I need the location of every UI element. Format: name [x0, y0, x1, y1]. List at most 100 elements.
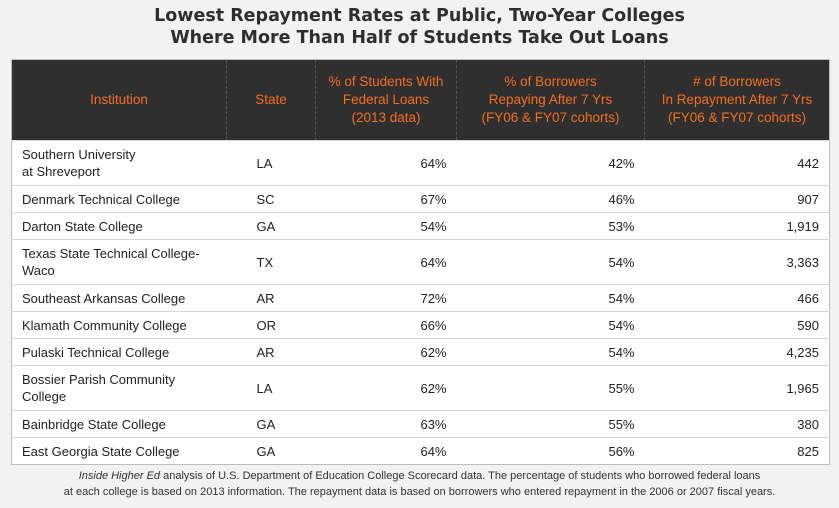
table-row: Bainbridge State College GA 63% 55% 380	[11, 410, 830, 438]
cell-institution: Bossier Parish Community College	[11, 365, 227, 411]
cell-num-borrowers: 590	[644, 311, 830, 339]
cell-pct-repaying: 42%	[456, 140, 645, 186]
institution-name-line: Darton State College	[22, 218, 143, 234]
header-institution-label: Institution	[90, 92, 148, 107]
cell-institution: Bainbridge State College	[11, 410, 227, 438]
cell-state: AR	[226, 338, 316, 366]
header-pct-repaying: % of Borrowers Repaying After 7 Yrs (FY0…	[456, 59, 645, 141]
cell-num-borrowers: 1,919	[644, 212, 830, 240]
cell-institution: Southeast Arkansas College	[11, 284, 227, 312]
header-pct-repaying-line: (FY06 & FY07 cohorts)	[481, 110, 620, 125]
footnote: Inside Higher Ed analysis of U.S. Depart…	[0, 468, 839, 500]
footnote-source: Inside Higher Ed	[78, 470, 161, 482]
table-row: East Georgia State College GA 64% 56% 825	[11, 437, 830, 465]
cell-pct-loans: 64%	[315, 239, 457, 285]
chart-title: Lowest Repayment Rates at Public, Two-Ye…	[0, 5, 839, 49]
cell-state: LA	[226, 140, 316, 186]
header-state: State	[226, 59, 316, 141]
institution-name-line: Southern University	[22, 147, 136, 162]
cell-institution: Texas State Technical College- Waco	[11, 239, 227, 285]
table-row: Southern University at Shreveport LA 64% 42%…	[11, 140, 830, 186]
cell-num-borrowers: 380	[644, 410, 830, 438]
cell-state: OR	[226, 311, 316, 339]
cell-institution: East Georgia State College	[11, 437, 227, 465]
table-row: Pulaski Technical College AR 62% 54% 4,235	[11, 338, 830, 366]
table-row: Texas State Technical College- Waco TX 64% 5…	[11, 239, 830, 285]
cell-pct-repaying: 54%	[456, 284, 645, 312]
cell-num-borrowers: 1,965	[644, 365, 830, 411]
cell-state: SC	[226, 185, 316, 213]
cell-institution: Pulaski Technical College	[11, 338, 227, 366]
cell-pct-repaying: 54%	[456, 311, 645, 339]
header-pct-repaying-line: % of Borrowers	[504, 74, 597, 89]
cell-institution: Southern University at Shreveport	[11, 140, 227, 186]
institution-name-line: East Georgia State College	[22, 443, 180, 459]
repayment-table: Institution State % of Students With Fed…	[11, 59, 830, 465]
cell-pct-repaying: 53%	[456, 212, 645, 240]
footnote-line-2: at each college is based on 2013 informa…	[63, 486, 776, 498]
title-line-2: Where More Than Half of Students Take Ou…	[170, 28, 669, 48]
cell-pct-loans: 66%	[315, 311, 457, 339]
cell-num-borrowers: 442	[644, 140, 830, 186]
cell-num-borrowers: 907	[644, 185, 830, 213]
institution-name-line: Southeast Arkansas College	[22, 290, 186, 306]
institution-name-line: Waco	[22, 263, 55, 278]
cell-state: AR	[226, 284, 316, 312]
header-num-borrowers-line: (FY06 & FY07 cohorts)	[667, 110, 807, 125]
footnote-line-1: Inside Higher Ed analysis of U.S. Depart…	[0, 468, 839, 484]
footnote-line-1-text: analysis of U.S. Department of Education…	[160, 470, 761, 482]
cell-state: GA	[226, 437, 316, 465]
cell-num-borrowers: 3,363	[644, 239, 830, 285]
table-row: Denmark Technical College SC 67% 46% 907	[11, 185, 830, 213]
cell-pct-loans: 63%	[315, 410, 457, 438]
cell-pct-loans: 67%	[315, 185, 457, 213]
cell-state: GA	[226, 212, 316, 240]
header-num-borrowers: # of Borrowers In Repayment After 7 Yrs …	[644, 59, 830, 141]
cell-pct-loans: 64%	[315, 437, 457, 465]
table-body: Southern University at Shreveport LA 64% 42%…	[11, 140, 830, 465]
cell-num-borrowers: 466	[644, 284, 830, 312]
cell-num-borrowers: 825	[644, 437, 830, 465]
cell-pct-loans: 62%	[315, 338, 457, 366]
table-row: Klamath Community College OR 66% 54% 590	[11, 311, 830, 339]
cell-pct-repaying: 55%	[456, 365, 645, 411]
title-line-1: Lowest Repayment Rates at Public, Two-Ye…	[154, 6, 685, 26]
cell-pct-loans: 54%	[315, 212, 457, 240]
institution-name-line: College	[22, 389, 67, 404]
table-row: Darton State College GA 54% 53% 1,919	[11, 212, 830, 240]
cell-institution: Denmark Technical College	[11, 185, 227, 213]
cell-pct-repaying: 46%	[456, 185, 645, 213]
institution-name-line: Denmark Technical College	[22, 191, 181, 207]
header-state-label: State	[255, 92, 287, 107]
institution-name-line: Texas State Technical College-	[22, 246, 200, 261]
header-pct-loans-line: % of Students With	[328, 74, 444, 89]
header-pct-loans: % of Students With Federal Loans (2013 d…	[315, 59, 457, 141]
cell-institution: Darton State College	[11, 212, 227, 240]
header-pct-repaying-line: Repaying After 7 Yrs	[488, 92, 613, 107]
institution-name-line: Klamath Community College	[22, 317, 187, 333]
cell-num-borrowers: 4,235	[644, 338, 830, 366]
cell-pct-repaying: 54%	[456, 338, 645, 366]
cell-state: GA	[226, 410, 316, 438]
header-row: Institution State % of Students With Fed…	[11, 59, 830, 141]
institution-name-line: Bainbridge State College	[22, 416, 166, 432]
cell-institution: Klamath Community College	[11, 311, 227, 339]
header-num-borrowers-line: # of Borrowers	[693, 74, 781, 89]
header-pct-loans-line: Federal Loans	[342, 92, 430, 107]
cell-pct-loans: 64%	[315, 140, 457, 186]
cell-pct-loans: 62%	[315, 365, 457, 411]
cell-pct-repaying: 55%	[456, 410, 645, 438]
cell-pct-repaying: 54%	[456, 239, 645, 285]
cell-state: TX	[226, 239, 316, 285]
table-row: Bossier Parish Community College LA 62% 55% 1…	[11, 365, 830, 411]
institution-name-line: at Shreveport	[22, 164, 101, 179]
table-row: Southeast Arkansas College AR 72% 54% 466	[11, 284, 830, 312]
institution-name-line: Bossier Parish Community	[22, 372, 176, 387]
cell-pct-loans: 72%	[315, 284, 457, 312]
header-num-borrowers-line: In Repayment After 7 Yrs	[661, 92, 813, 107]
cell-state: LA	[226, 365, 316, 411]
header-pct-loans-line: (2013 data)	[351, 110, 421, 125]
institution-name-line: Pulaski Technical College	[22, 344, 170, 360]
cell-pct-repaying: 56%	[456, 437, 645, 465]
header-institution: Institution	[11, 59, 227, 141]
